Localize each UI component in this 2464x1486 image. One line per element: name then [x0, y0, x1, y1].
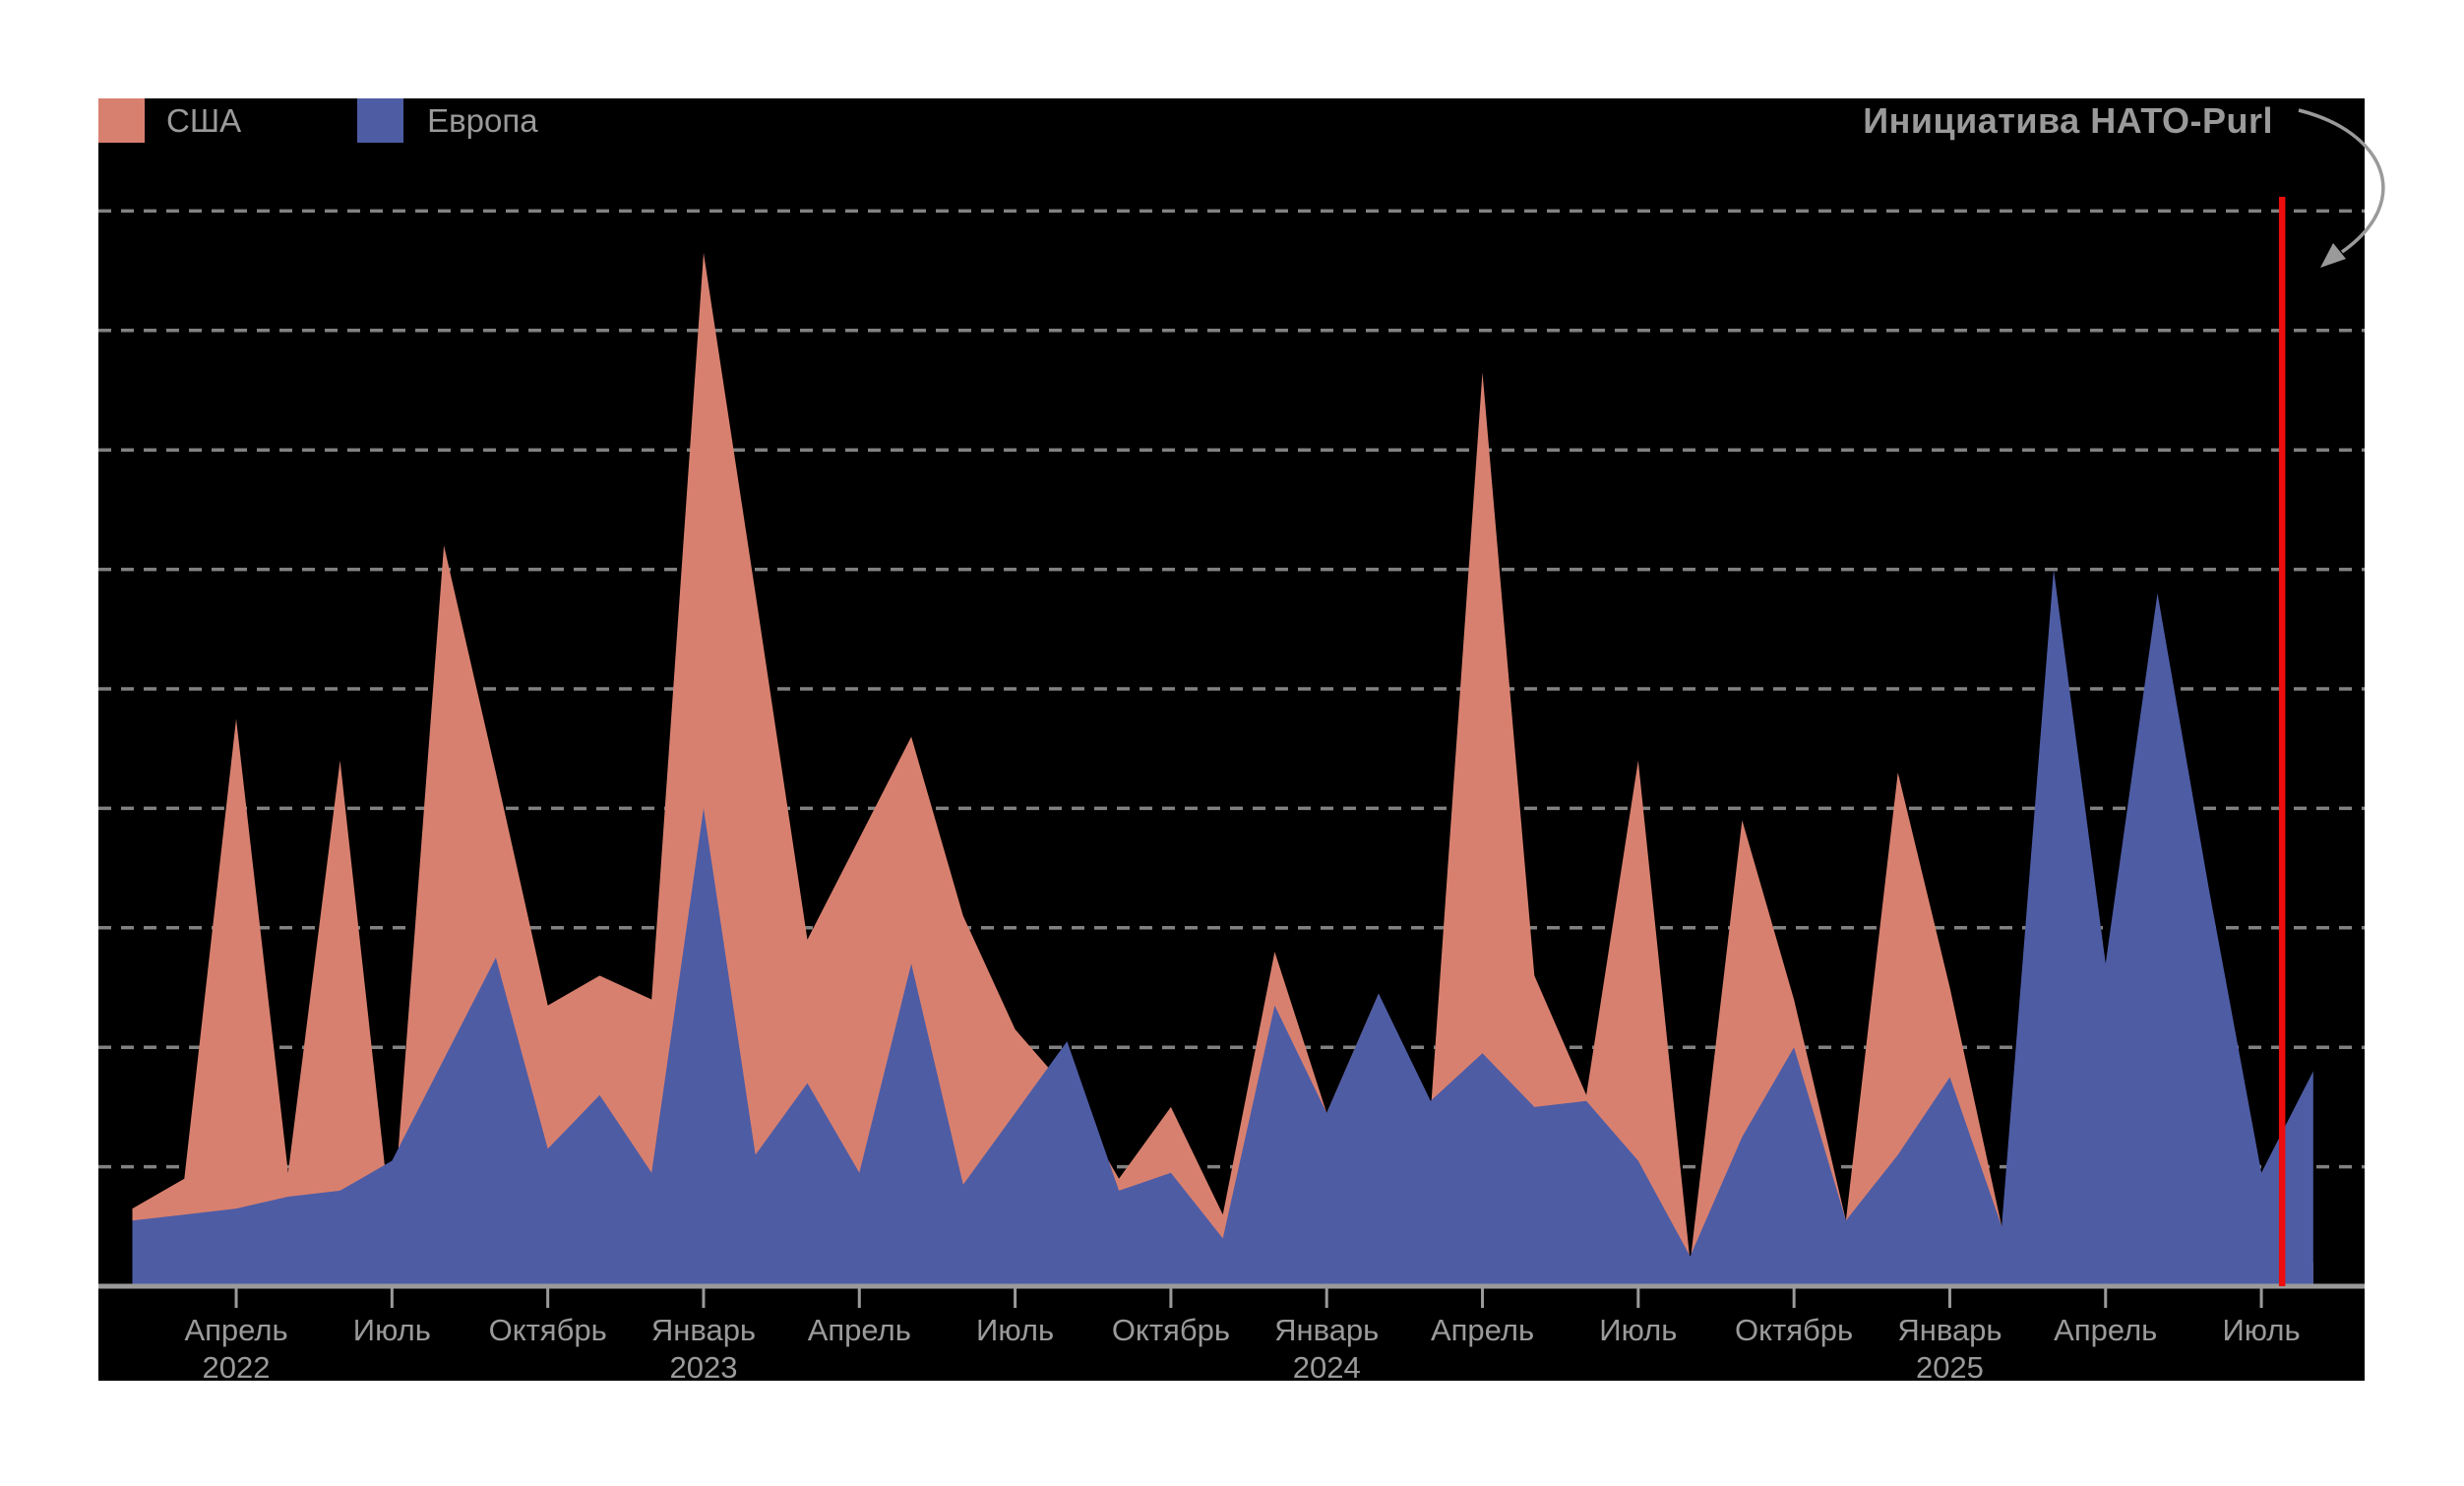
- legend-item-europe: Европа: [357, 98, 538, 143]
- x-tick-label: Октябрь: [489, 1313, 607, 1347]
- x-tick-year-label: 2024: [1293, 1350, 1361, 1385]
- x-tick-label: Октябрь: [1735, 1313, 1853, 1347]
- legend-label-europe: Европа: [427, 102, 538, 139]
- event-annotation-label: Инициатива НАТО-Purl: [1863, 100, 2273, 141]
- europe-color-swatch: [357, 98, 404, 143]
- annotation-arrow: [2298, 108, 2385, 254]
- legend-label-usa: США: [166, 102, 242, 139]
- x-tick-label: Январь: [1274, 1313, 1379, 1347]
- x-tick-label: Апрель: [1431, 1313, 1534, 1347]
- x-tick-label: Январь: [651, 1313, 756, 1347]
- x-tick-year-label: 2023: [669, 1350, 737, 1385]
- x-tick-label: Январь: [1897, 1313, 2002, 1347]
- legend: США Европа: [98, 98, 538, 143]
- x-tick-label: Июль: [2223, 1313, 2301, 1347]
- usa-color-swatch: [98, 98, 145, 143]
- x-tick-label: Июль: [1599, 1313, 1677, 1347]
- annotation-arrowhead-icon: [2320, 243, 2346, 268]
- legend-item-usa: США: [98, 98, 357, 143]
- x-tick-label: Июль: [976, 1313, 1054, 1347]
- area-Европа: [132, 569, 2313, 1286]
- x-tick-year-label: 2022: [203, 1350, 271, 1385]
- x-tick-label: Апрель: [2054, 1313, 2157, 1347]
- x-tick-label: Апрель: [184, 1313, 287, 1347]
- x-tick-label: Апрель: [808, 1313, 911, 1347]
- x-tick-label: Июль: [353, 1313, 431, 1347]
- x-tick-label: Октябрь: [1112, 1313, 1230, 1347]
- x-tick-year-label: 2025: [1916, 1350, 1984, 1385]
